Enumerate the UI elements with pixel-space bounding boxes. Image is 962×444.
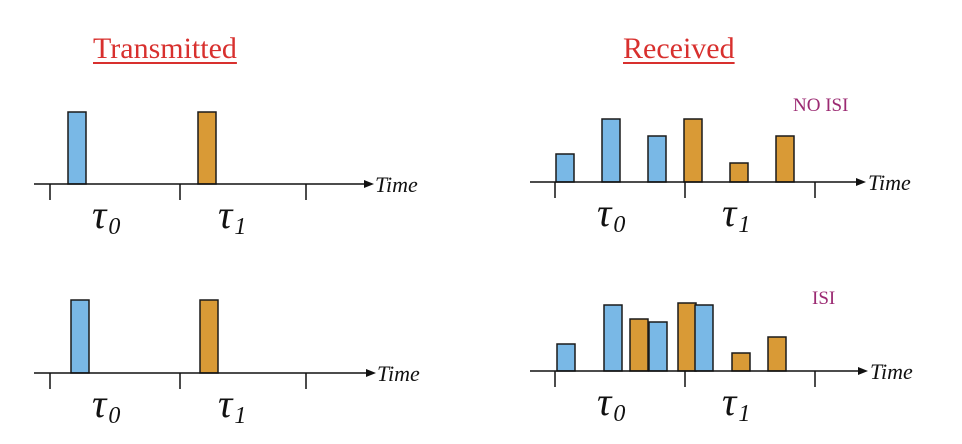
received-bottom-bar-8 xyxy=(767,336,787,372)
transmitted-top-axis-arrow xyxy=(364,180,374,188)
transmitted-bottom-time-label: Time xyxy=(377,361,420,386)
transmitted-top-time-label: Time xyxy=(375,172,418,197)
received-bottom-tau0-label: τ0 xyxy=(597,379,625,427)
received-bottom-bar-6 xyxy=(694,304,714,372)
transmitted-bottom-tau1-label: τ1 xyxy=(218,381,246,429)
received-bottom-tau1-subscript: 1 xyxy=(738,401,750,427)
received-top-bar-5 xyxy=(729,162,749,183)
transmitted-bottom-tau0-subscript: 0 xyxy=(108,403,120,429)
transmitted-bottom-bar-1 xyxy=(70,299,90,374)
received-bottom-tau1-label: τ1 xyxy=(722,379,750,427)
transmitted-top-tau0-label: τ0 xyxy=(92,192,120,240)
transmitted-bottom-tau1-subscript: 1 xyxy=(234,403,246,429)
received-bottom-bar-5 xyxy=(677,302,697,372)
received-top-axis-arrow xyxy=(856,178,866,186)
received-bottom-tau0-subscript: 0 xyxy=(613,401,625,427)
received-top-bar-6 xyxy=(775,135,795,183)
received-top-tau0-subscript: 0 xyxy=(613,212,625,238)
received-bottom-bar-4 xyxy=(648,321,668,372)
transmitted-heading: Transmitted xyxy=(93,32,237,65)
received-bottom-bar-1 xyxy=(556,343,576,372)
received-top-tau1-label: τ1 xyxy=(722,190,750,238)
received-bottom-axis-arrow xyxy=(858,367,868,375)
no-isi-label: NO ISI xyxy=(793,95,849,116)
received-bottom-bar-2 xyxy=(603,304,623,372)
isi-label: ISI xyxy=(812,288,836,309)
received-top-tau0-label: τ0 xyxy=(597,190,625,238)
received-top-time-label: Time xyxy=(868,170,911,195)
transmitted-top-tau0-subscript: 0 xyxy=(108,214,120,240)
transmitted-top-bar-2 xyxy=(197,111,217,185)
received-top-bar-2 xyxy=(601,118,621,183)
received-heading: Received xyxy=(623,32,735,65)
transmitted-bottom-bar-2 xyxy=(199,299,219,374)
transmitted-bottom-axis-arrow xyxy=(366,369,376,377)
received-bottom-bar-7 xyxy=(731,352,751,372)
transmitted-bottom-tau0-label: τ0 xyxy=(92,381,120,429)
received-bottom-bar-3 xyxy=(629,318,649,372)
transmitted-top-tau1-subscript: 1 xyxy=(234,214,246,240)
received-top-bar-4 xyxy=(683,118,703,183)
received-top-bar-3 xyxy=(647,135,667,183)
transmitted-top-bar-1 xyxy=(67,111,87,185)
received-top-tau1-subscript: 1 xyxy=(738,212,750,238)
transmitted-top-tau1-label: τ1 xyxy=(218,192,246,240)
received-bottom-time-label: Time xyxy=(870,359,913,384)
received-top-bar-1 xyxy=(555,153,575,183)
